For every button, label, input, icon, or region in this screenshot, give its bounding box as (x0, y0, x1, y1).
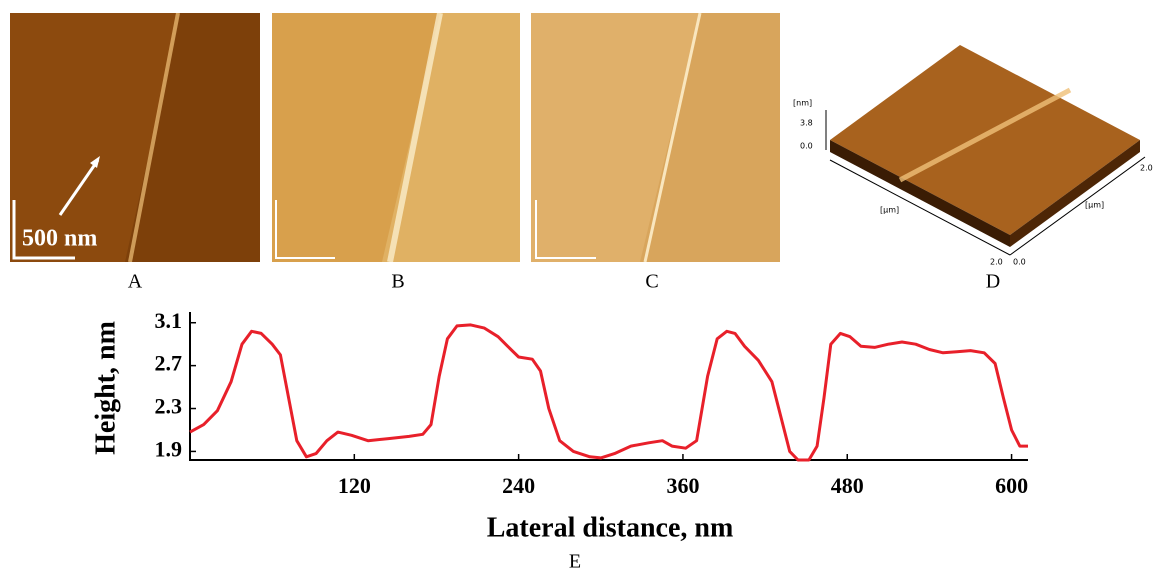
d-z-max: 3.8 (800, 119, 813, 128)
y-tick-label: 1.9 (155, 436, 183, 461)
y-axis-label: Height, nm (90, 321, 121, 455)
figure: 500 nm [nm] 3.8 0.0 [µm] 2.0 0.0 [µm] 2.… (0, 0, 1153, 574)
d-x-min: 0.0 (1013, 258, 1026, 267)
y-tick-label: 2.3 (155, 394, 183, 419)
x-tick-label: 600 (995, 473, 1028, 498)
panel-label: B (391, 271, 404, 293)
page: 500 nm [nm] 3.8 0.0 [µm] 2.0 0.0 [µm] 2.… (0, 0, 1153, 579)
x-tick-label: 480 (831, 473, 864, 498)
panel-label: A (128, 271, 143, 293)
profile-line (190, 325, 1028, 460)
panel-label: D (986, 271, 1000, 293)
d-y-unit: [µm] (1085, 201, 1104, 210)
panel-label: C (645, 271, 658, 293)
d-z-min: 0.0 (800, 142, 813, 151)
d-x-max: 2.0 (990, 258, 1003, 267)
d-x-unit: [µm] (880, 206, 899, 215)
x-tick-label: 240 (502, 473, 535, 498)
scale-bar-label: 500 nm (22, 226, 97, 252)
panel-label: E (569, 551, 581, 573)
y-tick-label: 3.1 (155, 308, 183, 333)
y-tick-label: 2.7 (155, 351, 183, 376)
afm-3d-view (826, 45, 1145, 255)
x-axis-label: Lateral distance, nm (487, 512, 734, 543)
x-tick-label: 120 (338, 473, 371, 498)
d-y-max: 2.0 (1140, 164, 1153, 173)
d-z-unit: [nm] (793, 99, 812, 108)
x-tick-label: 360 (666, 473, 699, 498)
